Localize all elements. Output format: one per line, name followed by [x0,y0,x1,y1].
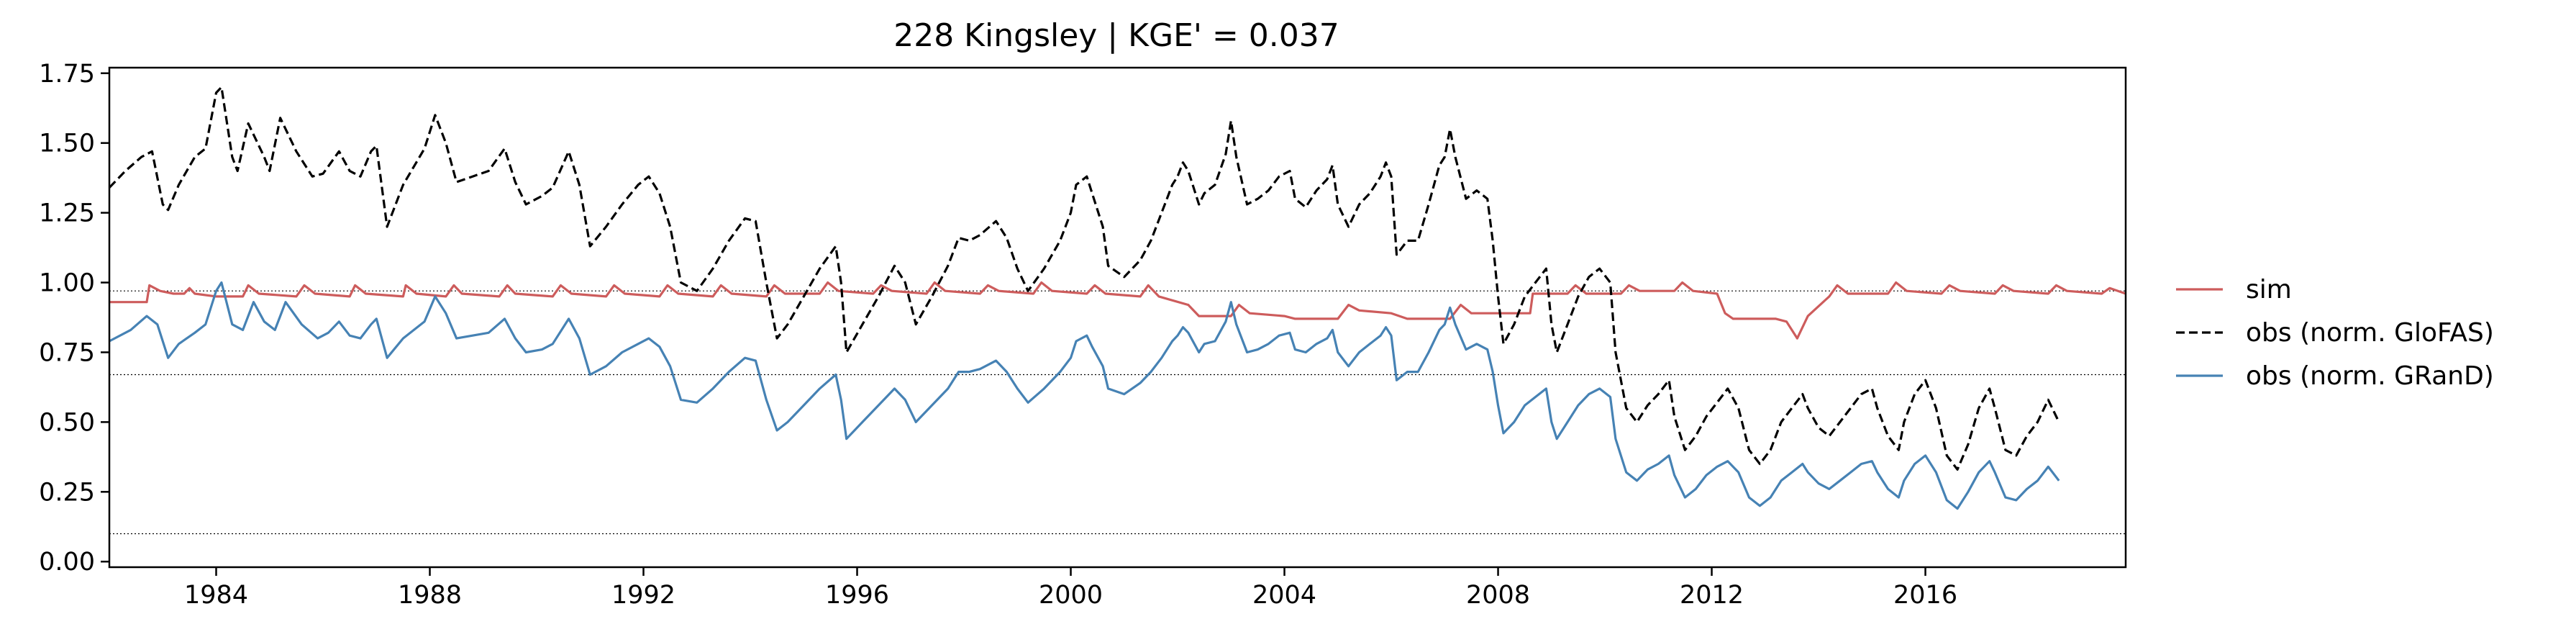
y-tick-label: 1.25 [39,199,95,228]
y-tick-label: 0.50 [39,408,95,437]
x-tick-label: 2016 [1893,581,1957,610]
plot-frame [108,66,2127,569]
y-axis: 0.00 0.25 0.50 0.75 1.00 1.25 1.50 1.75 [39,60,109,577]
series-line-2 [109,281,2060,510]
y-tick-label: 0.00 [39,548,95,577]
x-axis: 1984 1988 1992 1996 2000 2004 2008 2012 2016 [184,567,1957,610]
series-line-1 [108,86,2060,471]
y-tick-label: 1.75 [39,60,95,89]
x-tick-label: 1984 [184,581,248,610]
y-tick-label: 1.50 [39,130,95,158]
reference-lines [109,290,2126,535]
x-tick-label: 2004 [1252,581,1316,610]
x-tick-label: 2012 [1680,581,1744,610]
x-tick-label: 1996 [825,581,889,610]
x-tick-label: 1988 [398,581,462,610]
legend: sim obs (norm. GloFAS) obs (norm. GRanD) [2176,275,2494,391]
x-tick-label: 1992 [611,581,675,610]
x-tick-label: 2008 [1466,581,1530,610]
legend-label-0: sim [2246,275,2292,304]
x-tick-label: 2000 [1039,581,1103,610]
series-line-0 [109,281,2126,340]
legend-label-1: obs (norm. GloFAS) [2246,318,2494,348]
y-tick-label: 0.75 [39,338,95,367]
chart-title: 228 Kingsley | KGE' = 0.037 [893,17,1339,54]
y-tick-label: 1.00 [39,269,95,298]
legend-label-2: obs (norm. GRanD) [2246,361,2494,391]
y-tick-label: 0.25 [39,478,95,507]
series-group [108,86,2126,510]
